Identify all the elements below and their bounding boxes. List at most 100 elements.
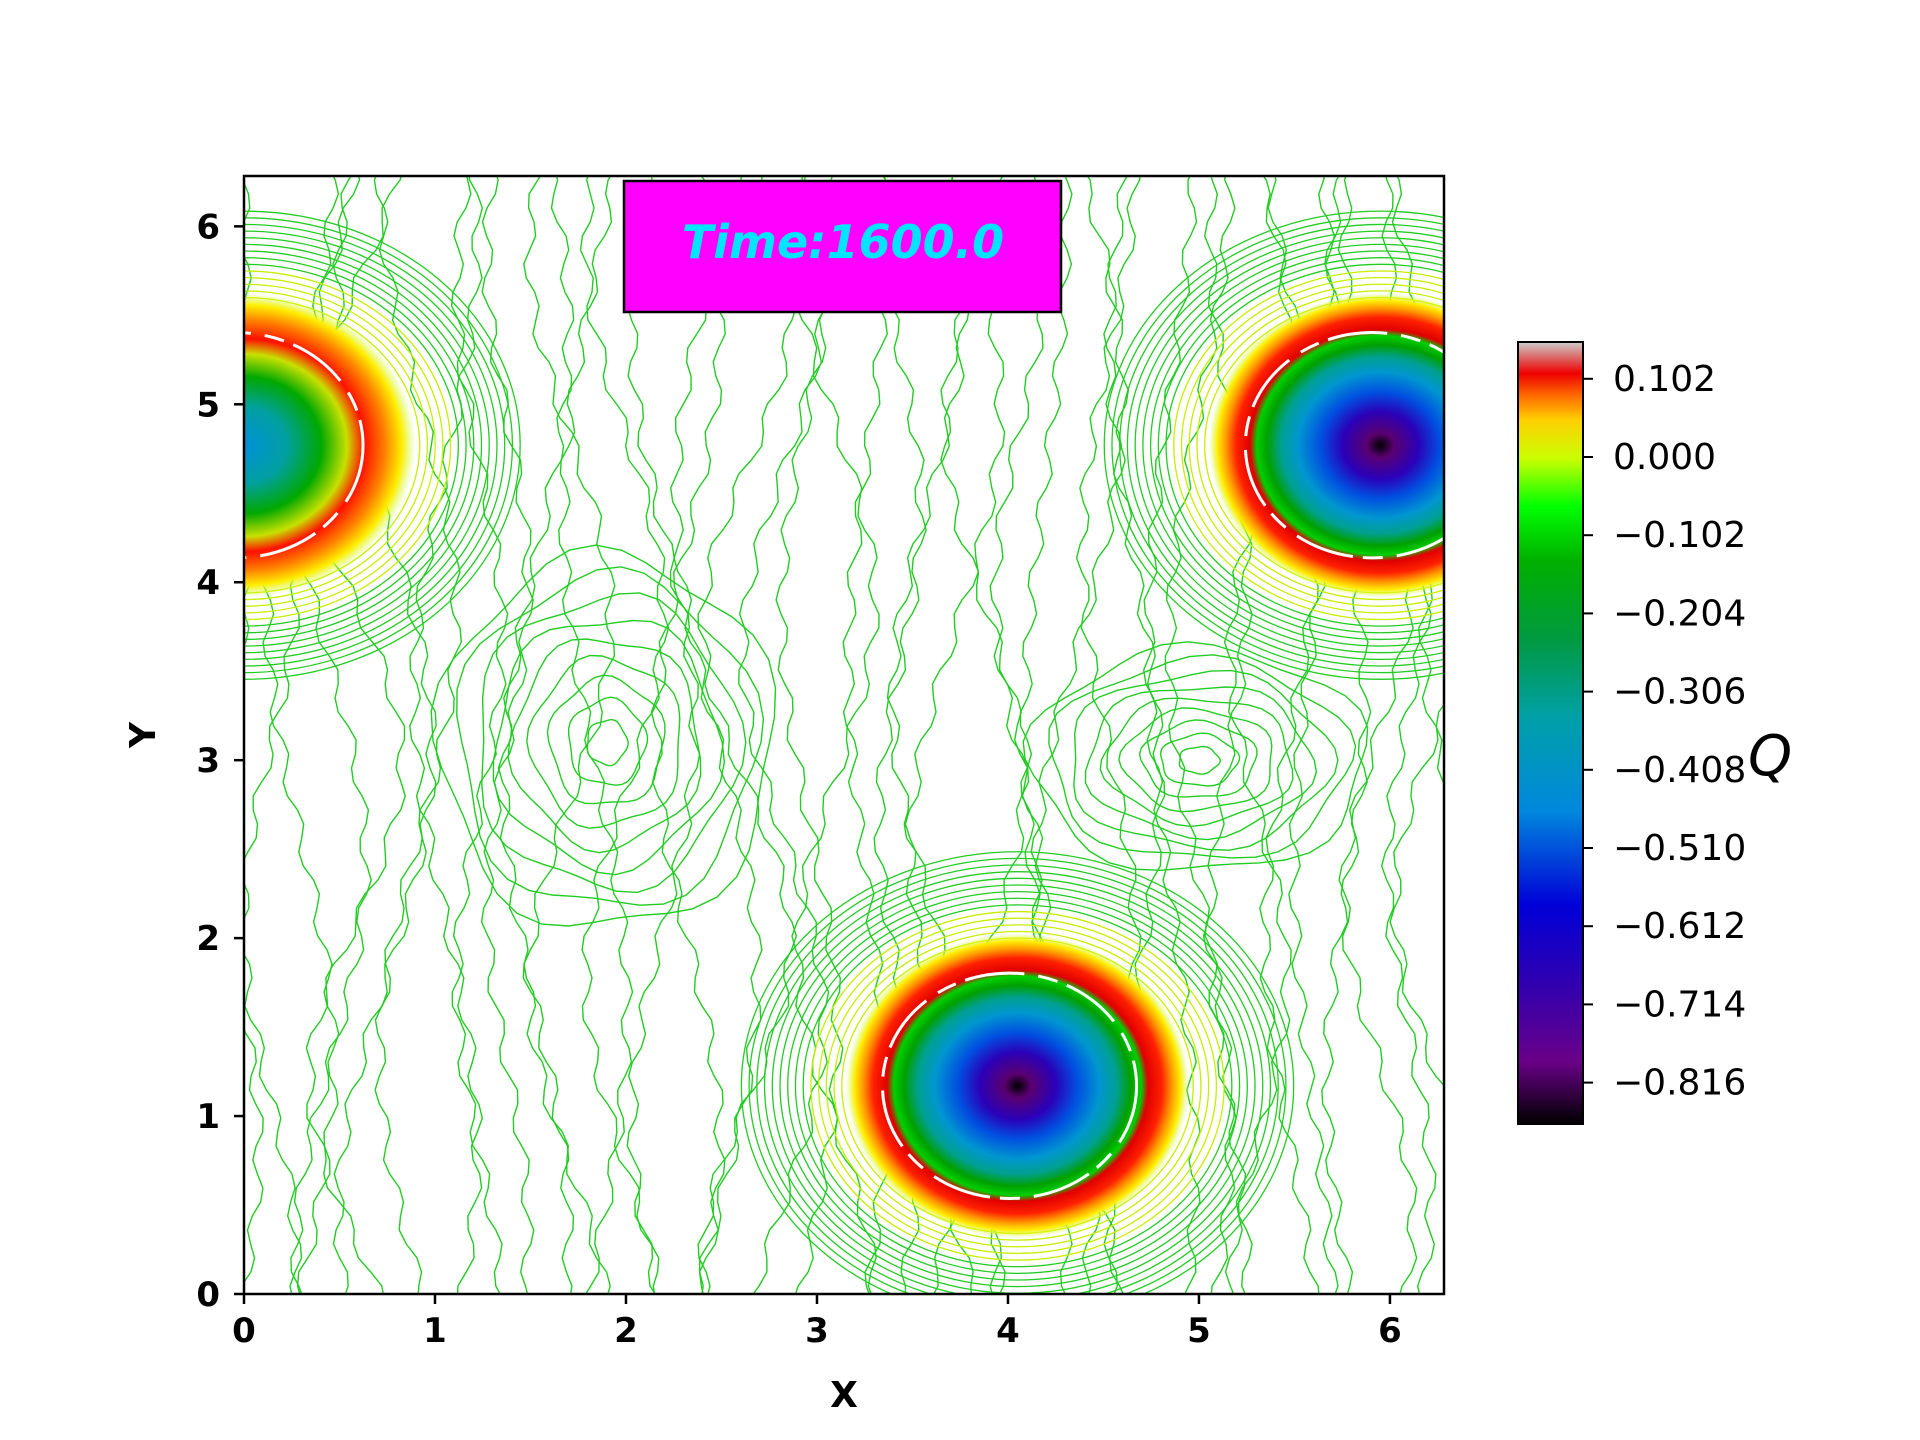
contour-loop xyxy=(526,654,681,829)
y-tick-label: 3 xyxy=(196,741,220,781)
colorbar: 0.102 0.000 −0.102 −0.204 −0.306 −0.408 −0.510… xyxy=(1517,341,1792,1125)
y-axis-ticks: 0 1 2 3 4 5 6 xyxy=(196,207,244,1315)
vortex-contour-ring xyxy=(244,283,436,607)
vortex-core xyxy=(244,293,416,598)
vortex-contour-ring xyxy=(1188,283,1444,607)
colorbar-tick-label: −0.612 xyxy=(1613,906,1746,947)
vortex-contour-ring xyxy=(1134,237,1444,654)
x-tick-label: 1 xyxy=(423,1311,447,1351)
vortex-contour-ring xyxy=(1126,230,1444,660)
colorbar-tick-label: −0.714 xyxy=(1613,984,1746,1025)
colorbar-gradient xyxy=(1517,341,1584,1125)
vortex-contour-ring xyxy=(244,270,452,621)
vortex-contour-ring xyxy=(244,290,429,601)
colorbar-label: Q xyxy=(1748,724,1792,789)
vortex-contour-ring xyxy=(1180,277,1444,614)
contour-loop xyxy=(1138,719,1258,798)
contour-loop xyxy=(567,696,649,786)
vortex-contour-ring xyxy=(244,217,513,674)
y-tick-label: 1 xyxy=(196,1097,220,1137)
vortex-contour-ring xyxy=(763,871,1272,1294)
contour-loop xyxy=(507,638,702,854)
contour-line xyxy=(1203,176,1253,1294)
vortex-contour-ring xyxy=(1173,270,1444,621)
colorbar-tick-label: 0.000 xyxy=(1613,437,1716,478)
contour-loop xyxy=(1073,669,1339,851)
y-axis-label: Y xyxy=(123,721,164,749)
vortex-contour-ring xyxy=(740,851,1295,1294)
vortex-contour-ring xyxy=(1111,217,1444,674)
vortex-contour-ring xyxy=(825,924,1210,1248)
contour-line xyxy=(558,176,634,1294)
vortex-contour-ring xyxy=(244,210,521,680)
colorbar-ticks: 0.102 0.000 −0.102 −0.204 −0.306 −0.408 −0.510… xyxy=(1583,359,1746,1104)
contour-line xyxy=(523,176,616,1294)
x-tick-label: 6 xyxy=(1378,1311,1402,1351)
vortex-contour-ring xyxy=(794,897,1241,1275)
contour-line xyxy=(738,176,831,1294)
x-axis-ticks: 0 1 2 3 4 5 6 xyxy=(232,1294,1402,1351)
contour-loop xyxy=(456,566,765,906)
vortex-contour-ring xyxy=(1119,223,1444,667)
x-tick-label: 4 xyxy=(996,1311,1020,1351)
x-tick-label: 3 xyxy=(805,1311,829,1351)
vortex-contour-ring xyxy=(244,296,421,594)
time-annotation: Time:1600.0 xyxy=(622,179,1063,314)
vortex-contour-ring xyxy=(244,243,483,647)
y-tick-label: 2 xyxy=(196,919,220,959)
vortex-contour-ring xyxy=(833,930,1202,1241)
contour-loop xyxy=(1022,641,1369,872)
vortex-filament xyxy=(880,971,1139,1200)
contour-line xyxy=(579,176,670,1294)
contour-line xyxy=(497,176,575,1294)
vortex-contour-ring xyxy=(1165,263,1444,627)
vortex-layer xyxy=(244,210,1444,1294)
vortex-contour-ring xyxy=(1150,250,1444,641)
contour-line xyxy=(1418,495,1444,785)
vortex-contour-ring xyxy=(244,230,498,660)
vortex-contour-ring xyxy=(244,250,475,641)
contour-loop xyxy=(1099,697,1294,828)
x-tick-label: 5 xyxy=(1187,1311,1211,1351)
vortex-filament xyxy=(244,331,365,560)
vortex-contour-ring xyxy=(779,884,1256,1288)
contour-line xyxy=(791,176,880,1294)
colorbar-tick-label: −0.204 xyxy=(1613,593,1746,634)
colorbar-tick-label: 0.102 xyxy=(1613,359,1716,400)
vortex-contour-ring xyxy=(810,910,1225,1261)
contour-line xyxy=(409,176,484,1294)
y-tick-label: 5 xyxy=(196,385,220,425)
contour-loop xyxy=(586,718,629,767)
vortex-contour-ring xyxy=(244,263,459,627)
vortex-contour-ring xyxy=(1157,257,1444,634)
contour-loop xyxy=(1048,654,1357,859)
vortex-contour-ring xyxy=(244,237,490,654)
colorbar-tick-label: −0.510 xyxy=(1613,828,1746,869)
colorbar-tick-label: −0.306 xyxy=(1613,672,1746,713)
colorbar-tick-label: −0.816 xyxy=(1613,1063,1746,1104)
vortex-contour-ring xyxy=(802,904,1233,1268)
contour-loop xyxy=(481,592,747,894)
x-tick-label: 2 xyxy=(614,1311,638,1351)
plot-frame xyxy=(242,174,1446,1296)
contour-loop xyxy=(492,619,726,876)
vortex-contour-ring xyxy=(787,890,1248,1281)
colorbar-tick-label: −0.408 xyxy=(1613,750,1746,791)
contour-line xyxy=(1142,176,1201,1294)
contour-line xyxy=(450,176,509,1294)
contour-line xyxy=(697,176,798,1294)
contour-loop xyxy=(430,544,777,927)
contour-loop xyxy=(1178,745,1222,775)
vortex-contour-ring xyxy=(748,857,1287,1294)
y-tick-label: 0 xyxy=(196,1275,220,1315)
time-annotation-box xyxy=(622,179,1063,314)
x-tick-label: 0 xyxy=(232,1311,256,1351)
vortex-contour-ring xyxy=(1142,243,1444,647)
vortex-contour-ring xyxy=(244,257,467,634)
vortex-contour-ring xyxy=(244,223,506,667)
vortex-contour-ring xyxy=(1196,290,1444,601)
time-annotation-text: Time:1600.0 xyxy=(682,215,1004,269)
colorbar-tick-label: −0.102 xyxy=(1613,515,1746,556)
contour-loop xyxy=(1084,686,1318,841)
